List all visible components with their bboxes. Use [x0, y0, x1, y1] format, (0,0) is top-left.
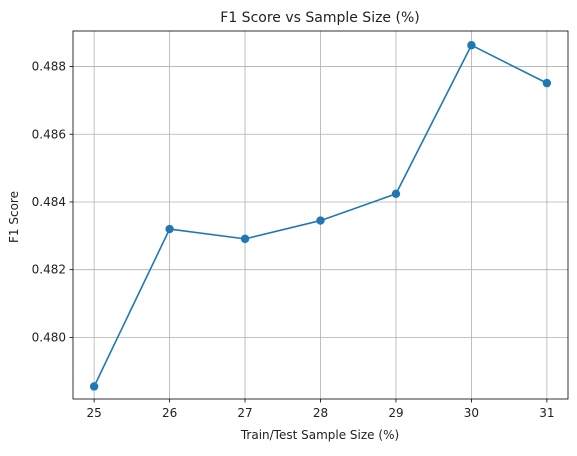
y-tick-label: 0.480: [32, 330, 66, 344]
x-tick-label: 31: [539, 406, 554, 420]
data-point[interactable]: [467, 41, 476, 50]
data-point[interactable]: [165, 224, 174, 234]
data-point[interactable]: [391, 189, 401, 199]
data-point[interactable]: [542, 78, 552, 88]
x-tick-label: 27: [237, 406, 252, 420]
x-tick-label: 30: [464, 406, 479, 420]
x-tick-label: 29: [388, 406, 403, 420]
chart-title: F1 Score vs Sample Size (%): [220, 10, 419, 26]
x-tick-label: 25: [86, 406, 101, 420]
grid-layer: [73, 31, 568, 399]
ticks-layer: 25 26 27 28 29 30 31 0.480 0.482 0.484 0.486 0.488: [32, 60, 555, 420]
data-point[interactable]: [240, 234, 250, 244]
y-tick-label: 0.482: [32, 263, 66, 277]
x-tick-label: 26: [162, 406, 177, 420]
data-point[interactable]: [89, 382, 99, 391]
y-tick-label: 0.484: [32, 195, 66, 209]
y-axis-label: F1 Score: [7, 191, 21, 243]
y-tick-label: 0.486: [32, 127, 66, 141]
y-tick-label: 0.488: [32, 60, 66, 74]
x-axis-label: Train/Test Sample Size (%): [240, 428, 399, 442]
series-layer: [89, 41, 552, 391]
data-point[interactable]: [316, 216, 325, 225]
x-tick-label: 28: [313, 406, 328, 420]
